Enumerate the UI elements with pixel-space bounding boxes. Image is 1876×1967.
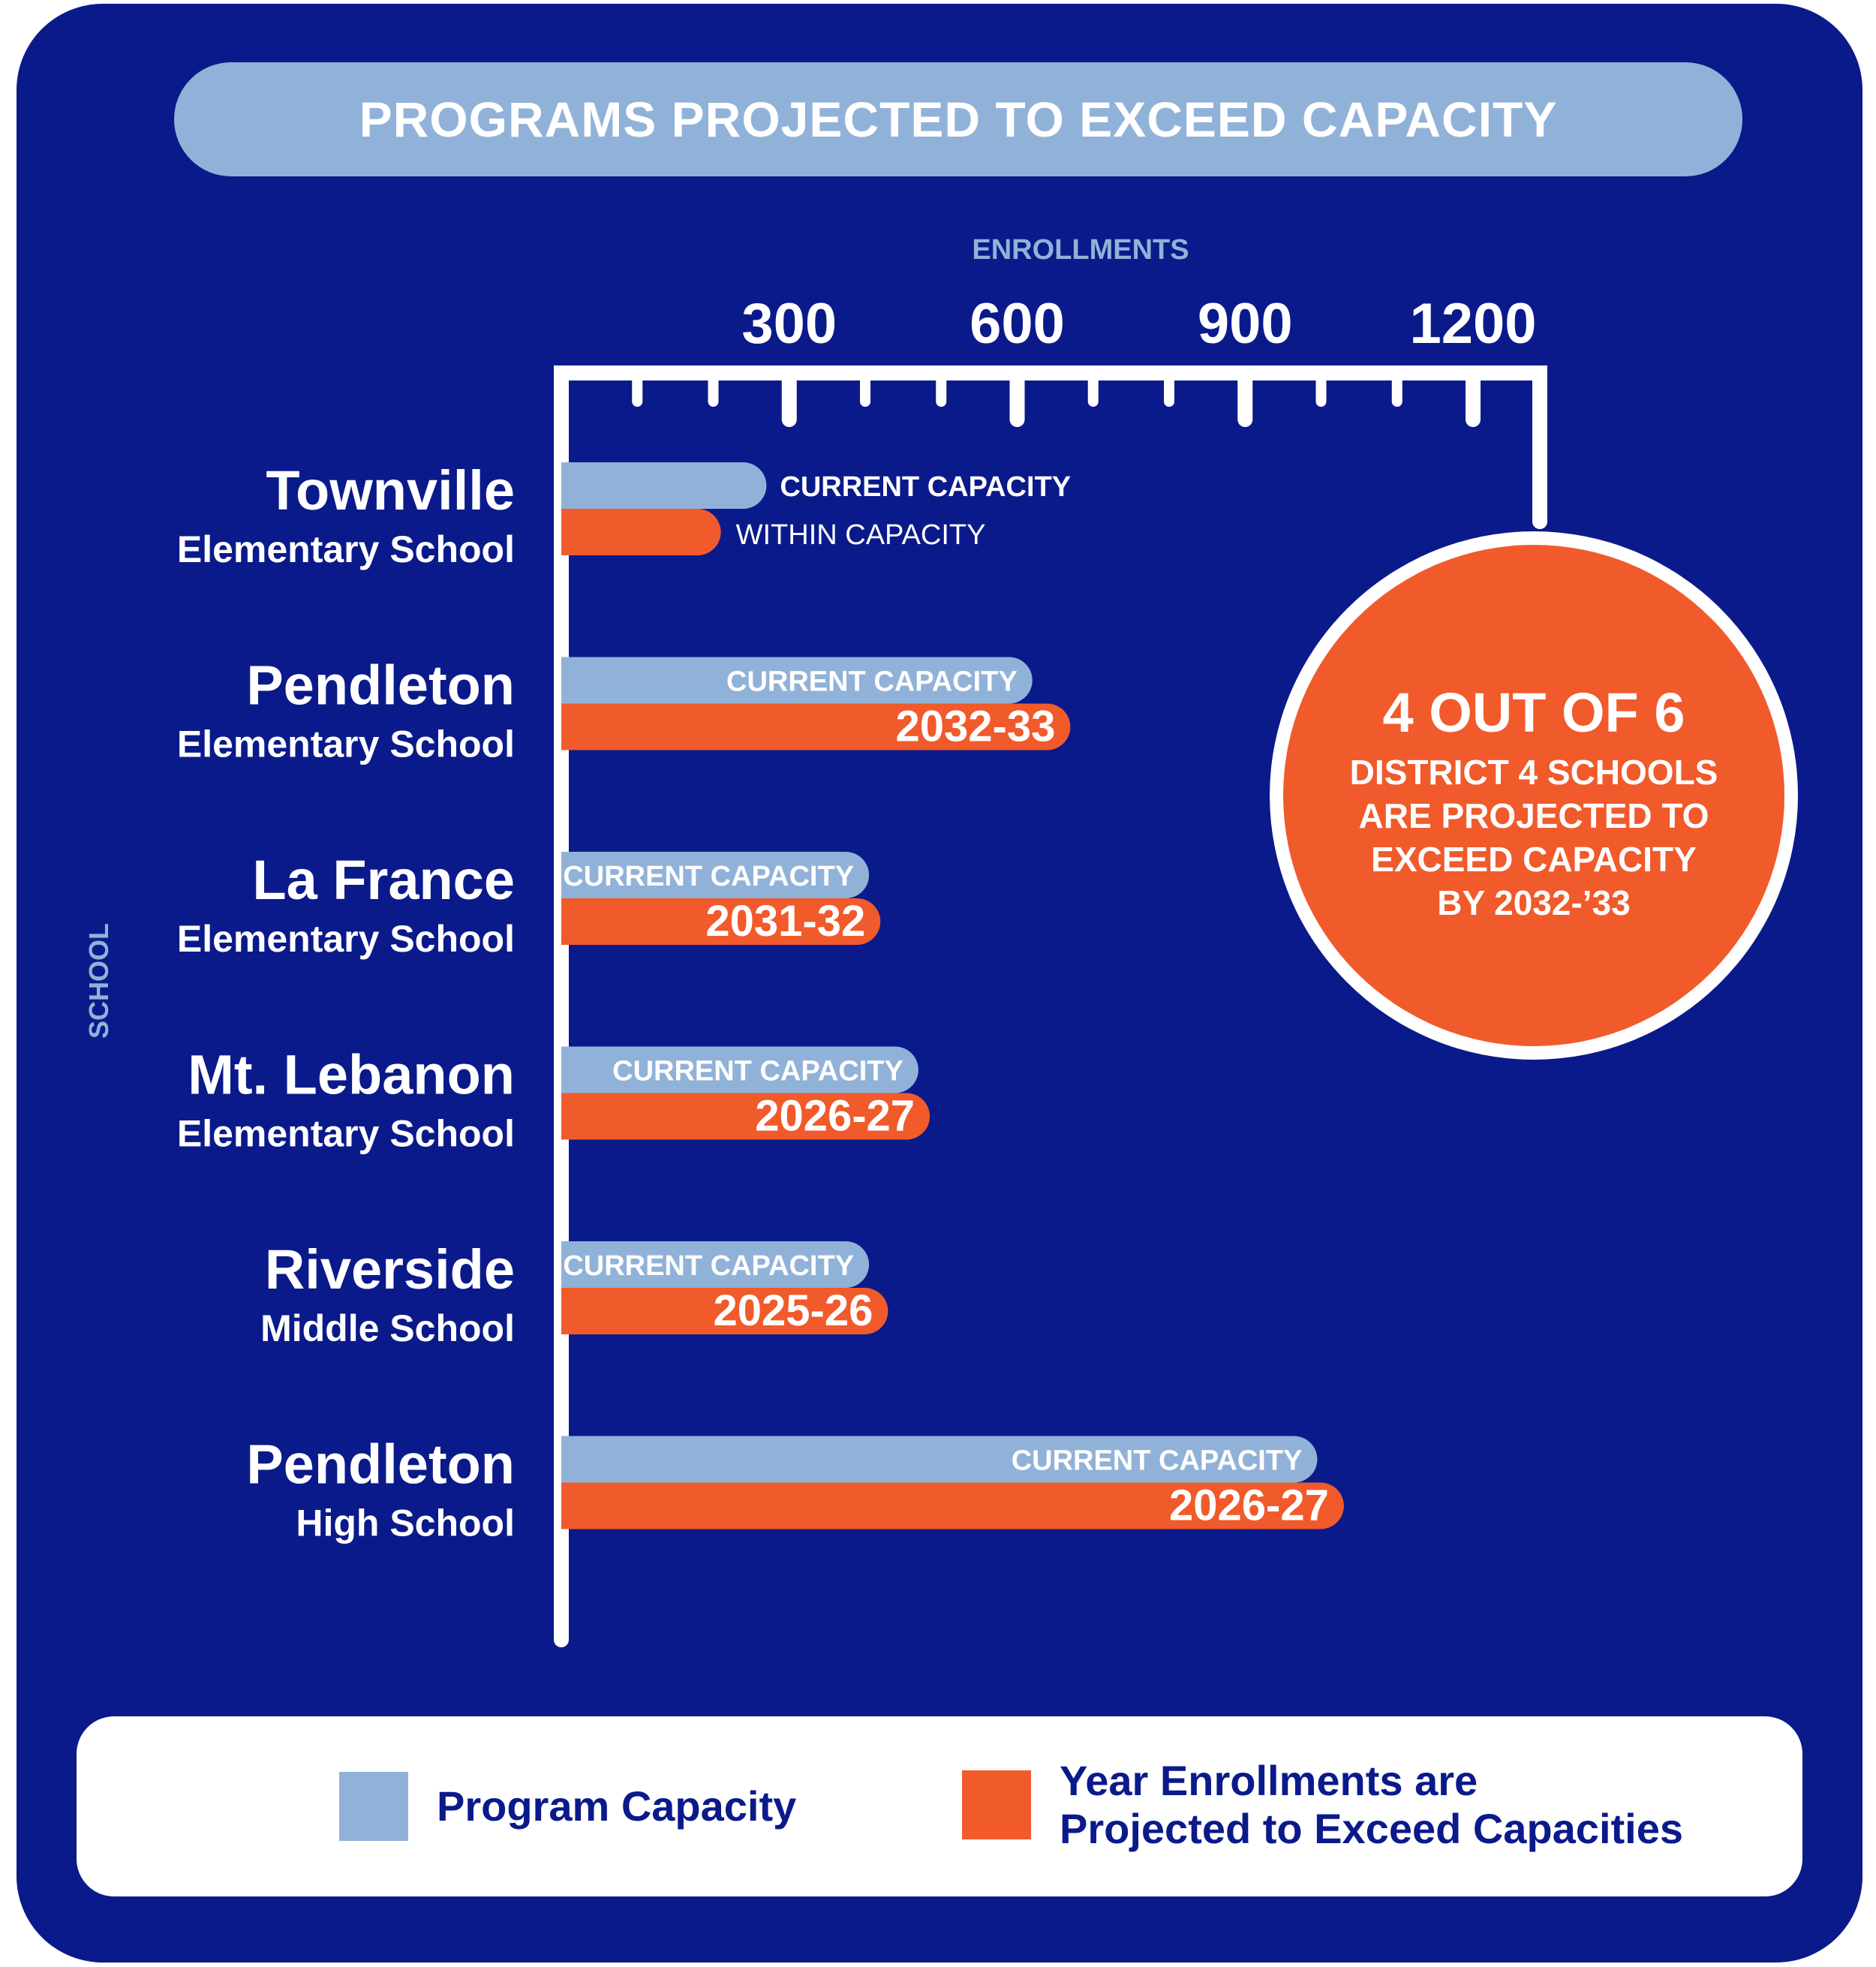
- callout-circle: [1283, 545, 1784, 1046]
- projected-bar: [561, 509, 721, 555]
- school-name: Riverside: [265, 1238, 515, 1301]
- projected-bar-base: [561, 1093, 591, 1140]
- capacity-bar-label: CURRENT CAPACITY: [563, 861, 854, 892]
- school-type: Elementary School: [177, 1113, 515, 1155]
- legend-label-projected: Year Enrollments are Projected to Exceed…: [1060, 1757, 1683, 1853]
- projected-bar: [561, 703, 1071, 750]
- capacity-bar: [561, 852, 870, 898]
- callout-line: EXCEED CAPACITY: [1371, 840, 1697, 879]
- projected-bar: [561, 898, 881, 945]
- projected-bar-label: 2032-33: [896, 702, 1056, 751]
- capacity-bar-label: CURRENT CAPACITY: [1012, 1445, 1303, 1477]
- projected-bar: [561, 1288, 888, 1334]
- chart-area: 300 600 900 1200 ENROLLMENTS SCHOOL Townville E…: [83, 234, 1798, 1647]
- x-tick-label: 300: [741, 292, 837, 356]
- capacity-bar-base: [561, 462, 591, 509]
- capacity-bar-label: CURRENT CAPACITY: [726, 666, 1018, 698]
- title-banner: PROGRAMS PROJECTED TO EXCEED CAPACITY: [174, 62, 1742, 176]
- projected-bar-label: 2025-26: [714, 1286, 873, 1335]
- axis-frame: [554, 365, 1547, 1647]
- capacity-bar: [561, 462, 767, 509]
- school-name: Pendleton: [246, 654, 515, 717]
- callout-headline: 4 OUT OF 6: [1383, 681, 1685, 744]
- projected-bar-label: 2026-27: [755, 1092, 915, 1141]
- callout-line: BY 2032-’33: [1437, 883, 1630, 922]
- capacity-bar-label: CURRENT CAPACITY: [612, 1056, 903, 1087]
- projected-bar-label: 2031-32: [705, 897, 865, 946]
- school-name: Pendleton: [246, 1433, 515, 1496]
- capacity-bar-base: [561, 1046, 591, 1093]
- legend-swatch-capacity: [339, 1772, 408, 1841]
- school-type: Elementary School: [177, 528, 515, 570]
- capacity-bar-label: CURRENT CAPACITY: [780, 471, 1071, 503]
- capacity-bar-base: [561, 852, 591, 898]
- projected-bar-base: [561, 898, 591, 945]
- school-type: Middle School: [260, 1307, 515, 1349]
- legend-item-projected: Year Enrollments are Projected to Exceed…: [962, 1757, 1683, 1853]
- projected-bar-base: [561, 1482, 591, 1529]
- legend: Program Capacity Year Enrollments are Pr…: [77, 1716, 1802, 1896]
- legend-swatch-projected: [962, 1770, 1031, 1839]
- school-type: Elementary School: [177, 918, 515, 960]
- capacity-bar: [561, 1046, 918, 1093]
- x-tick-label: 900: [1198, 292, 1293, 356]
- projected-bar-label: 2026-27: [1169, 1481, 1329, 1530]
- callout-line: ARE PROJECTED TO: [1359, 796, 1709, 835]
- projected-bar-base: [561, 703, 591, 750]
- capacity-bar: [561, 657, 1033, 704]
- legend-item-capacity: Program Capacity: [339, 1772, 796, 1841]
- capacity-bar: [561, 1241, 870, 1288]
- x-tick-label: 600: [970, 292, 1065, 356]
- capacity-bar: [561, 1436, 1318, 1483]
- capacity-bar-base: [561, 657, 591, 704]
- capacity-bar-label: CURRENT CAPACITY: [563, 1250, 854, 1282]
- projected-bar: [561, 1093, 930, 1140]
- capacity-bar-base: [561, 1436, 591, 1483]
- x-tick-label: 1200: [1409, 292, 1536, 356]
- legend-label-projected-line-2: Projected to Exceed Capacities: [1060, 1805, 1684, 1852]
- legend-label-projected-line-1: Year Enrollments are: [1060, 1757, 1478, 1804]
- school-type: High School: [296, 1502, 515, 1544]
- projected-bar-label: WITHIN CAPACITY: [736, 519, 986, 551]
- callout-line: DISTRICT 4 SCHOOLS: [1350, 753, 1718, 792]
- school-type: Elementary School: [177, 723, 515, 765]
- school-name: Mt. Lebanon: [188, 1044, 515, 1106]
- projected-bar-base: [561, 1288, 591, 1334]
- chart-title: PROGRAMS PROJECTED TO EXCEED CAPACITY: [359, 92, 1558, 147]
- school-name: Townville: [266, 459, 515, 522]
- capacity-bar-base: [561, 1241, 591, 1288]
- x-axis-title: ENROLLMENTS: [972, 234, 1189, 266]
- school-name: La France: [252, 849, 515, 911]
- projected-bar: [561, 1482, 1344, 1529]
- projected-bar-base: [561, 509, 591, 555]
- y-axis-title: SCHOOL: [83, 923, 114, 1039]
- infographic-card: PROGRAMS PROJECTED TO EXCEED CAPACITY 30…: [17, 4, 1862, 1962]
- legend-label-capacity: Program Capacity: [437, 1782, 797, 1830]
